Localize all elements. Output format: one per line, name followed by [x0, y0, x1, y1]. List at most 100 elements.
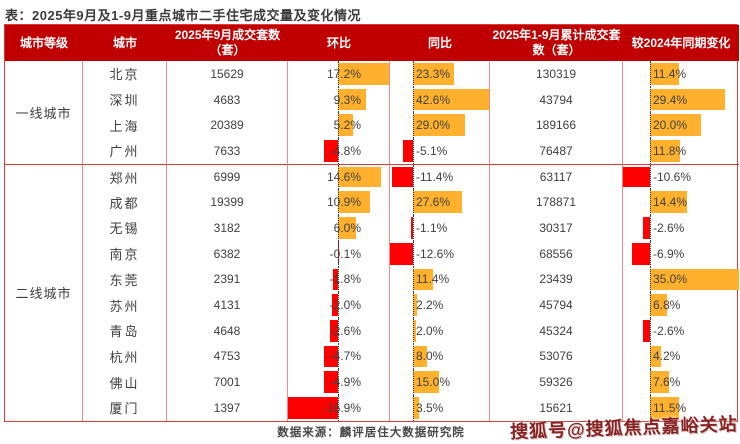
zero-axis [650, 318, 651, 344]
sep-sales-cell-label: 4683 [214, 93, 241, 107]
tier-cell-label: 一线城市 [15, 103, 71, 122]
vs2024-change-cell-label: -2.6% [653, 221, 684, 235]
mom-change-cell: 17.2% [288, 61, 390, 87]
cum-sales-cell: 30317 [490, 215, 623, 241]
zero-axis [650, 61, 651, 87]
city-cell: 郑州 [83, 164, 167, 190]
sep-sales-cell-label: 19399 [210, 195, 243, 209]
cum-sales-cell-label: 178871 [536, 195, 576, 209]
mom-change-cell-label: -4.7% [330, 349, 361, 363]
city-cell: 广州 [83, 138, 167, 164]
vs2024-change-cell-label: 7.6% [653, 375, 680, 389]
col-header-vs2024-label: 较2024年同期变化 [632, 36, 731, 51]
mom-change-cell-label: 6.0% [334, 221, 361, 235]
sep-sales-cell: 19399 [167, 189, 288, 215]
city-cell-label: 南京 [109, 244, 139, 263]
negative-bar [392, 167, 412, 188]
col-header-sep-sales-label: 2025年9月成交套数（套） [169, 28, 286, 58]
yoy-change-cell: 29.0% [390, 112, 490, 138]
city-cell-label: 东莞 [109, 270, 139, 289]
negative-bar [403, 140, 412, 162]
mom-change-cell-label: -4.9% [330, 375, 361, 389]
cum-sales-cell-label: 68556 [539, 247, 572, 261]
vs2024-change-cell-label: 6.8% [653, 298, 680, 312]
mom-change-cell-label: -2.0% [330, 298, 361, 312]
city-cell: 佛山 [83, 369, 167, 395]
sep-sales-cell: 20389 [167, 112, 288, 138]
city-cell-label: 佛山 [109, 373, 139, 392]
mom-change-cell: -16.9% [288, 395, 390, 421]
sep-sales-cell: 4648 [167, 318, 288, 344]
cum-sales-cell: 43794 [490, 87, 623, 113]
vs2024-change-cell: 29.4% [623, 87, 739, 113]
yoy-change-cell-label: 23.3% [416, 67, 450, 81]
zero-axis [413, 318, 414, 344]
vs2024-change-cell-label: 11.8% [653, 144, 686, 158]
vs2024-change-cell-label: 14.4% [653, 195, 687, 209]
cum-sales-cell-label: 43794 [539, 93, 572, 107]
cum-sales-cell: 68556 [490, 241, 623, 267]
yoy-change-cell: 23.3% [390, 61, 490, 87]
sep-sales-cell-label: 15629 [210, 67, 243, 81]
col-header-cum-sales-label: 2025年1-9月累计成交套数（套） [492, 28, 621, 58]
city-cell-label: 北京 [109, 64, 139, 83]
mom-change-cell: -4.8% [288, 138, 390, 164]
city-cell-label: 深圳 [109, 90, 139, 109]
negative-bar [632, 243, 650, 265]
mom-change-cell-label: -0.1% [330, 247, 361, 261]
vs2024-change-cell: 20.0% [623, 112, 739, 138]
city-cell: 南京 [83, 241, 167, 267]
vs2024-change-cell: -2.6% [623, 215, 739, 241]
sep-sales-cell: 6999 [167, 164, 288, 190]
zero-axis [650, 112, 651, 138]
cum-sales-cell-label: 15621 [539, 401, 572, 415]
vs2024-change-cell-label: 29.4% [653, 93, 687, 107]
cum-sales-cell-label: 53076 [539, 349, 572, 363]
mom-change-cell-label: 10.9% [327, 195, 361, 209]
mom-change-cell: -2.0% [288, 292, 390, 318]
cum-sales-cell: 45324 [490, 318, 623, 344]
vs2024-change-cell: 11.4% [623, 61, 739, 87]
yoy-change-cell: 42.6% [390, 87, 490, 113]
sep-sales-cell: 2391 [167, 267, 288, 293]
vs2024-change-cell-label: -6.9% [653, 247, 684, 261]
city-cell: 成都 [83, 189, 167, 215]
sep-sales-cell: 4131 [167, 292, 288, 318]
vs2024-change-cell-label: 20.0% [653, 118, 687, 132]
yoy-change-cell-label: -11.4% [416, 170, 453, 184]
mom-change-cell: -4.9% [288, 369, 390, 395]
cum-sales-cell: 178871 [490, 189, 623, 215]
sep-sales-cell: 7633 [167, 138, 288, 164]
col-header-vs2024: 较2024年同期变化 [623, 25, 739, 61]
zero-axis [413, 112, 414, 138]
sep-sales-cell: 1397 [167, 395, 288, 421]
mom-change-cell-label: -4.8% [330, 144, 361, 158]
vs2024-change-cell: 7.6% [623, 369, 739, 395]
cum-sales-cell-label: 30317 [539, 221, 572, 235]
negative-bar [643, 320, 650, 342]
cum-sales-cell-label: 189166 [536, 118, 576, 132]
negative-bar [643, 217, 650, 239]
city-cell: 北京 [83, 61, 167, 87]
vs2024-change-cell-label: 11.4% [653, 67, 686, 81]
yoy-change-cell: 15.0% [390, 369, 490, 395]
yoy-change-cell-label: -5.1% [416, 144, 447, 158]
yoy-change-cell-label: -12.6% [416, 247, 454, 261]
sep-sales-cell-label: 1397 [214, 401, 241, 415]
zero-axis [650, 344, 651, 370]
col-header-tier-label: 城市等级 [20, 36, 68, 51]
yoy-change-cell: 27.6% [390, 189, 490, 215]
zero-axis [413, 215, 414, 241]
cum-sales-cell: 53076 [490, 344, 623, 370]
yoy-change-cell: -5.1% [390, 138, 490, 164]
cum-sales-cell-label: 45324 [539, 324, 572, 338]
zero-axis [413, 395, 414, 421]
city-cell-label: 郑州 [109, 168, 139, 187]
yoy-change-cell: -12.6% [390, 241, 490, 267]
zero-axis [650, 189, 651, 215]
mom-change-cell-label: 14.6% [327, 170, 361, 184]
zero-axis [413, 138, 414, 164]
vs2024-change-cell: 14.4% [623, 189, 739, 215]
yoy-change-cell: 3.5% [390, 395, 490, 421]
cum-sales-cell: 76487 [490, 138, 623, 164]
